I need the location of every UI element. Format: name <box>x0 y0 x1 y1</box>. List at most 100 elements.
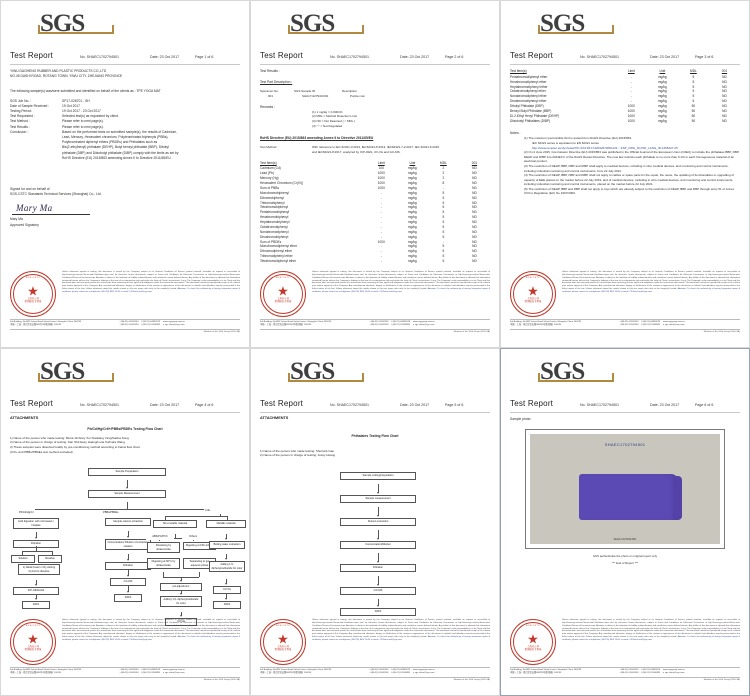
footer-attention-link[interactable]: Attention: To check the authenticity of … <box>62 287 240 293</box>
test-item-value: ND <box>472 195 477 200</box>
sample-intro: The following sample(s) was/were submitt… <box>10 89 161 94</box>
test-item-value: 5 <box>442 229 445 234</box>
test-item-value: ND <box>722 113 727 118</box>
test-item-value: 5 <box>442 195 445 200</box>
flow-box: Adding 1,5- diphenylcarbazide for color <box>209 561 245 573</box>
footer-address: 3rd Building, No.889 Yishan Road Xuhui D… <box>510 319 740 330</box>
test-item-name: Benzyl Butyl Phthalate (BBP) <box>510 108 552 113</box>
page3-header: Test Report No. SHAEC1702794501 Date: 23… <box>510 51 740 60</box>
note-item: (Cr6+ and PBBs/PBDEs test method exclude… <box>10 449 73 454</box>
footer-disclaimer: Unless otherwise agreed in writing, this… <box>562 619 740 641</box>
flow-box: Dissolving by ultrasonicate <box>147 542 180 554</box>
test-item-value: 5 <box>442 244 445 249</box>
test-item-name: Diisobutyl Phthalates (DIBP) <box>510 118 551 123</box>
flow-box: Adding 1,5- diphenylcarbazide for color <box>160 596 202 608</box>
star-icon: ★ <box>27 283 39 299</box>
test-item-value: 5 <box>442 190 445 195</box>
sgs-logo-text: SGS <box>40 10 85 37</box>
page-indicator: Page 4 of 6 <box>195 403 214 407</box>
test-item-value: mg/kg <box>408 210 417 215</box>
test-item-value: ND <box>472 171 477 176</box>
flow-box: DATA <box>114 594 142 602</box>
test-item-value: - <box>380 234 382 239</box>
footer-attention-link[interactable]: Attention: To check the authenticity of … <box>562 287 740 293</box>
test-item-value: 5 <box>442 259 445 264</box>
footer-attention-link[interactable]: Attention: To check the authenticity of … <box>312 287 490 293</box>
footer-attention-link[interactable]: Attention: To check the authenticity of … <box>312 635 490 641</box>
table-row: Sum of PBBs 1000 mg/kg - ND <box>260 185 490 190</box>
remark-item: (4) "-" = Not Regulated <box>312 123 343 128</box>
page6-header: Test Report No. SHAEC1702794501 Date: 23… <box>510 399 740 408</box>
test-item-value: - <box>380 215 382 220</box>
star-icon: ★ <box>277 631 289 647</box>
test-item-name: Sum of PBBs <box>260 185 279 190</box>
report-number: No. SHAEC1702794501 <box>330 55 369 59</box>
test-item-value: ND <box>722 74 727 79</box>
test-item-value: 1000 <box>377 185 385 190</box>
test-item-name: Monobromobiphenyl <box>260 190 289 195</box>
page4-header: Test Report No. SHAEC1702794501 Date: 23… <box>10 399 240 408</box>
test-item-value: - <box>442 239 444 244</box>
sgs-logo: SGS <box>538 10 618 37</box>
field-row: Test Method : Please refer to next page(s… <box>10 119 104 124</box>
note-item-link[interactable]: http://www.cenelec.eu/dyn/www/f?p=104:30… <box>532 145 678 150</box>
sgs-logo-text: SGS <box>540 10 585 37</box>
company-stamp-icon: SGS-CSTC ★ 上海分公司 检测报告专用章 <box>260 619 306 666</box>
table-row: Heptabromodiphenyl ether - mg/kg 5 ND <box>510 84 740 89</box>
test-item-value: - <box>380 220 382 225</box>
footer-attention-link[interactable]: Attention: To check the authenticity of … <box>62 635 240 641</box>
page-indicator: Page 2 of 6 <box>445 55 464 59</box>
sgs-logo-tick-left <box>38 25 40 34</box>
sgs-logo-text: SGS <box>290 358 335 385</box>
sgs-logo-text: SGS <box>290 10 335 37</box>
test-item-value: 5 <box>692 74 695 79</box>
test-item-value: mg/kg <box>658 94 667 99</box>
company-stamp-icon: SGS-CSTC ★ 上海分公司 检测报告专用章 <box>10 271 56 318</box>
flowchart-title: Pb/Cd/Hg/Cr6+/PBBs/PBDEs Testing Flow Ch… <box>87 426 163 431</box>
flow-box: Metallic material <box>206 520 246 528</box>
test-item-value: mg/kg <box>408 185 417 190</box>
test-item-value: mg/kg <box>408 190 417 195</box>
test-item-value: 5 <box>442 200 445 205</box>
flow-box: DATA <box>213 601 241 609</box>
table-row: Pentabromodiphenyl ether - mg/kg 5 ND <box>510 74 740 79</box>
footer-member-note: Member of the SGS Group (SGS SA) <box>703 331 740 333</box>
test-item-name: Tetrabromodiphenyl ether <box>260 259 297 264</box>
test-item-value: 1000 <box>377 171 385 176</box>
footer-disclaimer: Unless otherwise agreed in writing, this… <box>62 619 240 641</box>
flow-box: 1) Alkali Fusion / Dry Ashing 2) Acid to… <box>18 564 60 576</box>
table-row: Tetrabromobiphenyl - mg/kg 5 ND <box>260 205 490 210</box>
page-indicator: Page 5 of 6 <box>445 403 464 407</box>
test-item-name: Sum of PBDEs <box>260 239 282 244</box>
star-icon: ★ <box>527 283 539 299</box>
note-item: (5) The restriction of DEHP, BBP and DBP… <box>524 186 735 196</box>
test-item-name: Hexabromodiphenyl ether <box>510 79 547 84</box>
test-item-value: 5 <box>692 79 695 84</box>
test-item-value: ND <box>722 94 727 99</box>
sgs-logo: SGS <box>288 358 368 385</box>
test-item-value: mg/kg <box>658 113 667 118</box>
test-item-name: Dibutyl Phthalate (DBP) <box>510 104 544 109</box>
note-item: 2) Name of the person in charge of testi… <box>10 440 125 445</box>
table-row: Cadmium (Cd) 100 mg/kg 2 ND <box>260 166 490 171</box>
flow-branch-label: Others <box>182 534 204 540</box>
sgs-logo-text: SGS <box>40 358 85 385</box>
note-item: 2) Name of the person in charge of testi… <box>260 453 336 458</box>
test-item-value: ND <box>472 215 477 220</box>
flow-box: GC-MS <box>110 578 146 586</box>
handwritten-signature: Mary Ma <box>16 203 53 214</box>
rohs-table-body: Cadmium (Cd) 100 mg/kg 2 ND Lead (Pb) 1000 mg/k… <box>260 166 490 264</box>
test-item-value: 1000 <box>627 118 635 123</box>
page2-header: Test Report No. SHAEC1702794501 Date: 23… <box>260 51 490 60</box>
flow-box: Acid digestion with microwave / hotplate <box>13 518 59 530</box>
test-item-name: Pentabromobiphenyl <box>260 210 290 215</box>
note-item: (4) The restriction of DEHP, BBP, DBP an… <box>524 173 734 187</box>
table-row: Lead (Pb) 1000 mg/kg 2 ND <box>260 171 490 176</box>
test-item-value: 5 <box>442 254 445 259</box>
flow-branch-label: Cr6+ <box>204 508 234 514</box>
footer-attention-link[interactable]: Attention: To check the authenticity of … <box>562 635 740 641</box>
page-title: Test Report <box>260 399 304 408</box>
rohs-results-table: Test Item(s) Limit Unit MDL 001 Cadmium … <box>260 161 490 264</box>
report-date: Date: 23 Oct 2017 <box>650 403 680 407</box>
test-item-value: 1000 <box>377 176 385 181</box>
